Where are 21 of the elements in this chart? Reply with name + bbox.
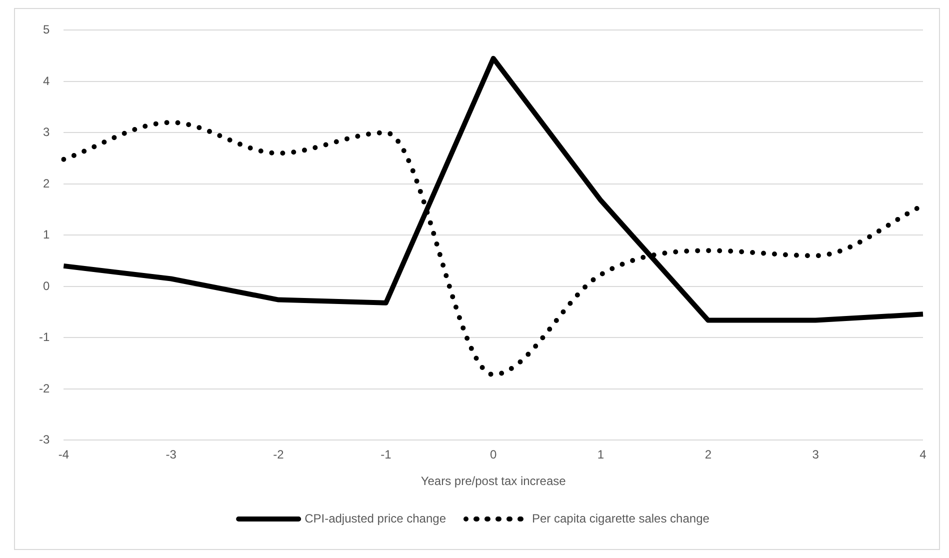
legend-label: Per capita cigarette sales change: [532, 511, 710, 526]
x-tick-label: 0: [490, 448, 497, 462]
x-tick-label: -3: [166, 448, 177, 462]
x-tick-label: 2: [704, 448, 712, 462]
y-tick-label: 0: [42, 278, 50, 293]
y-tick-label: -3: [39, 432, 50, 447]
legend-label: CPI-adjusted price change: [304, 511, 446, 526]
x-axis-title: Years pre/post tax increase: [420, 474, 566, 488]
x-tick-label: -4: [58, 448, 70, 462]
y-tick-label: 4: [42, 74, 50, 88]
x-tick-label: 3: [812, 448, 820, 462]
y-tick-label: 5: [42, 22, 50, 37]
x-tick-label: -1: [380, 448, 392, 462]
y-tick-label: 1: [42, 228, 50, 242]
x-tick-label: 1: [597, 448, 604, 462]
x-tick-label: 4: [920, 448, 927, 462]
y-tick-label: 3: [42, 125, 50, 140]
y-tick-label: -2: [39, 381, 50, 396]
y-tick-label: -1: [39, 330, 50, 344]
y-tick-label: 2: [42, 176, 50, 190]
x-tick-label: -2: [273, 448, 284, 462]
